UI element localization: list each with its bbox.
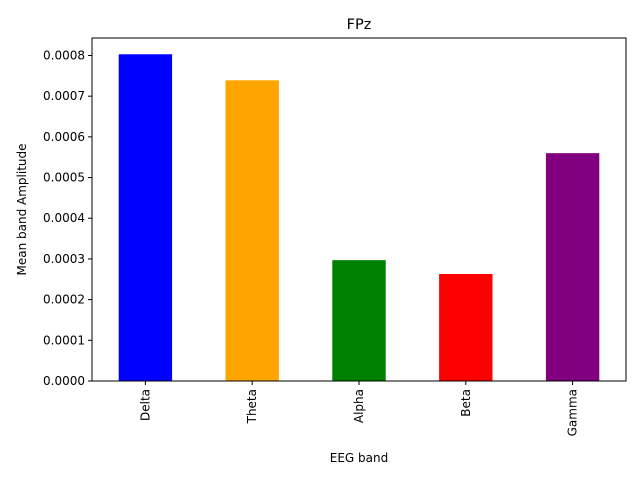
x-tick-label-delta: Delta bbox=[138, 389, 152, 421]
y-tick-label: 0.0007 bbox=[43, 89, 85, 103]
bar-gamma bbox=[545, 153, 600, 381]
y-tick-label: 0.0003 bbox=[43, 252, 85, 266]
y-tick-label: 0.0002 bbox=[43, 293, 85, 307]
y-tick-label: 0.0006 bbox=[43, 130, 85, 144]
plot-frame bbox=[91, 37, 627, 382]
bar-theta bbox=[225, 80, 279, 381]
y-tick-label: 0.0001 bbox=[43, 333, 85, 347]
x-tick-label-alpha: Alpha bbox=[352, 389, 366, 423]
y-axis: 0.0000 0.0001 0.0002 0.0003 0.0004 0.0005 0.00… bbox=[43, 48, 92, 388]
y-tick-label: 0.0008 bbox=[43, 48, 85, 62]
bar-delta bbox=[118, 54, 173, 381]
bar-beta bbox=[439, 273, 493, 381]
y-axis-label: Mean band Amplitude bbox=[15, 143, 29, 275]
x-tick-label-theta: Theta bbox=[245, 389, 259, 424]
x-axis-label: EEG band bbox=[330, 451, 388, 465]
bars-group bbox=[118, 54, 600, 381]
x-axis: Delta Theta Alpha Beta Gamma bbox=[138, 381, 580, 436]
bar-alpha bbox=[332, 260, 386, 381]
x-tick-label-beta: Beta bbox=[459, 389, 473, 417]
x-tick-label-gamma: Gamma bbox=[566, 389, 580, 436]
chart-title: FPz bbox=[347, 17, 372, 33]
y-tick-label: 0.0004 bbox=[43, 211, 85, 225]
y-tick-label: 0.0005 bbox=[43, 171, 85, 185]
y-tick-label: 0.0000 bbox=[43, 374, 85, 388]
